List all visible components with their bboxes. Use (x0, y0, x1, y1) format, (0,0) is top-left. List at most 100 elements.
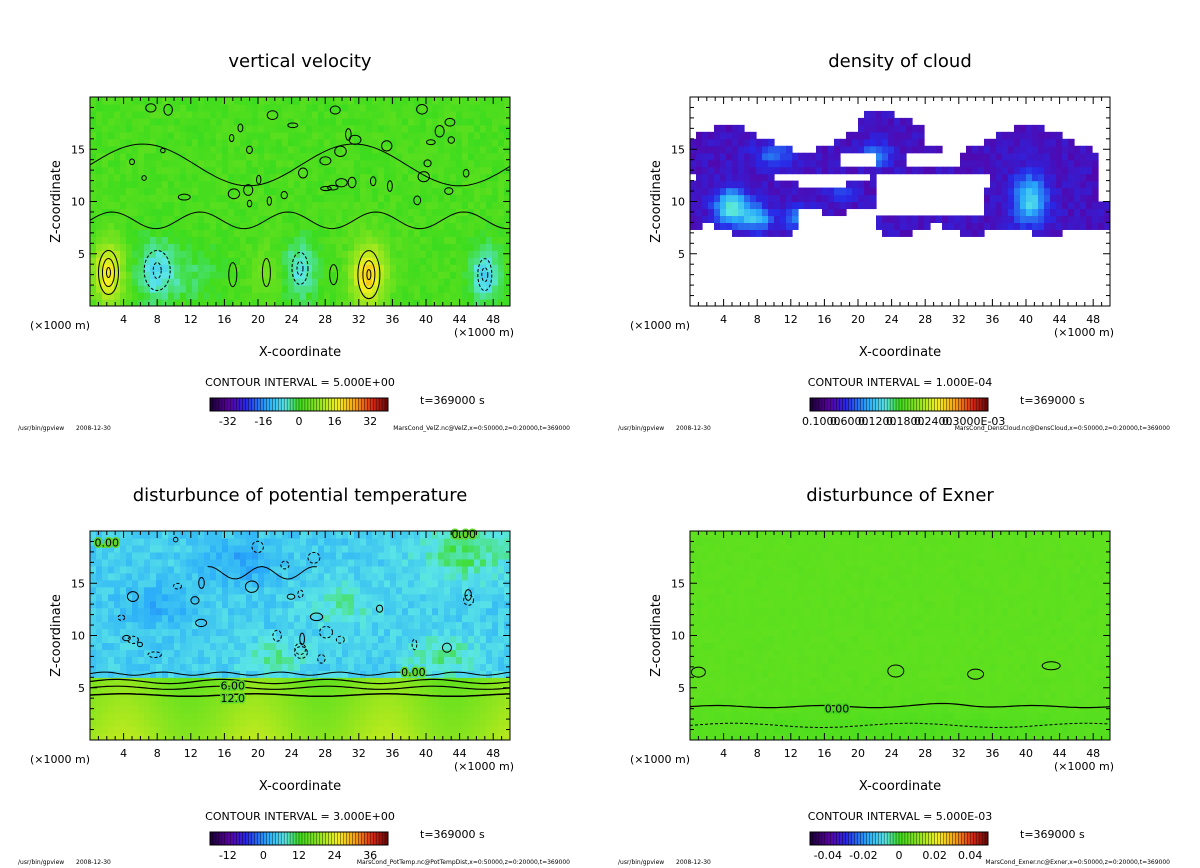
heatmap-cell (1098, 201, 1105, 210)
heatmap-cell (234, 131, 241, 140)
heatmap-cell (252, 565, 259, 574)
heatmap-cell (186, 201, 193, 210)
heatmap-cell (264, 579, 271, 588)
heatmap-cell (726, 215, 733, 223)
heatmap-cell (132, 621, 139, 630)
heatmap-cell (336, 719, 343, 727)
heatmap-cell (486, 103, 493, 112)
heatmap-cell (372, 579, 379, 588)
heatmap-cell (126, 97, 133, 105)
heatmap-cell (174, 691, 181, 699)
heatmap-cell (90, 698, 97, 706)
heatmap-cell (474, 194, 481, 203)
heatmap-cell (378, 614, 385, 623)
heatmap-cell (252, 97, 259, 105)
heatmap-cell (276, 201, 283, 210)
heatmap-cell (438, 285, 445, 293)
heatmap-cell (240, 117, 247, 126)
heatmap-cell (198, 691, 205, 699)
heatmap-cell (234, 691, 241, 699)
heatmap-cell (348, 152, 355, 161)
heatmap-cell (282, 586, 289, 595)
heatmap-cell (132, 152, 139, 161)
heatmap-cell (204, 684, 211, 692)
heatmap-cell (96, 579, 103, 588)
heatmap-cell (120, 642, 127, 651)
heatmap-cell (318, 621, 325, 630)
heatmap-cell (384, 544, 391, 553)
heatmap-cell (102, 131, 109, 140)
colorbar-swatch (964, 398, 968, 411)
heatmap-cell (1038, 138, 1045, 147)
heatmap-cell (420, 194, 427, 203)
heatmap-cell (204, 152, 211, 161)
colorbar-swatch (254, 398, 258, 411)
heatmap-cell (1092, 152, 1099, 161)
heatmap-cell (990, 215, 997, 223)
heatmap-cell (252, 544, 259, 553)
heatmap-cell (204, 285, 211, 293)
heatmap-cell (186, 159, 193, 168)
heatmap-cell (228, 124, 235, 133)
heatmap-cell (222, 565, 229, 574)
heatmap-cell (270, 537, 277, 546)
heatmap-cell (234, 607, 241, 616)
heatmap-cell (264, 159, 271, 168)
heatmap-cell (90, 110, 97, 119)
heatmap-cell (462, 257, 469, 265)
x-tick-label: 24 (285, 313, 299, 326)
heatmap-cell (372, 670, 379, 678)
heatmap-cell (162, 663, 169, 671)
heatmap-cell (864, 110, 871, 119)
heatmap-cell (396, 292, 403, 300)
heatmap-cell (738, 187, 745, 196)
heatmap-cell (714, 180, 721, 189)
heatmap-cell (282, 628, 289, 637)
heatmap-cell (120, 250, 127, 258)
heatmap-cell (948, 166, 955, 175)
heatmap-cell (216, 531, 223, 539)
heatmap-cell (258, 117, 265, 126)
heatmap-cell (282, 600, 289, 609)
heatmap-cell (240, 719, 247, 727)
heatmap-cell (828, 152, 835, 161)
heatmap-cell (132, 215, 139, 223)
heatmap-cell (930, 166, 937, 175)
heatmap-cell (372, 236, 379, 244)
heatmap-cell (876, 131, 883, 140)
heatmap-cell (198, 194, 205, 203)
heatmap-cell (1026, 138, 1033, 147)
heatmap-cell (330, 159, 337, 168)
heatmap-cell (390, 187, 397, 196)
heatmap-cell (168, 733, 175, 740)
heatmap-cell (222, 215, 229, 223)
heatmap-cell (726, 180, 733, 189)
heatmap-cell (390, 278, 397, 286)
heatmap-cell (468, 278, 475, 286)
heatmap-cell (906, 117, 913, 126)
heatmap-cell (180, 698, 187, 706)
footer-date: 2008-12-30 (76, 425, 111, 432)
heatmap-cell (1008, 201, 1015, 210)
heatmap-cell (150, 278, 157, 286)
heatmap-cell (150, 138, 157, 147)
heatmap-cell (498, 271, 505, 279)
heatmap-cell (504, 278, 510, 286)
heatmap-cell (360, 110, 367, 119)
colorbar-swatch (919, 398, 924, 411)
heatmap-cell (228, 642, 235, 651)
heatmap-cell (258, 551, 265, 560)
heatmap-cell (846, 131, 853, 140)
heatmap-cell (324, 531, 331, 539)
heatmap-cell (312, 726, 319, 734)
heatmap-cell (144, 124, 151, 133)
heatmap-cell (192, 670, 199, 678)
heatmap-cell (120, 131, 127, 140)
heatmap-cell (378, 551, 385, 560)
heatmap-cell (414, 159, 421, 168)
heatmap-cell (366, 635, 373, 644)
heatmap-cell (336, 201, 343, 210)
heatmap-cell (480, 138, 487, 147)
heatmap-cell (282, 531, 289, 539)
heatmap-cell (96, 698, 103, 706)
